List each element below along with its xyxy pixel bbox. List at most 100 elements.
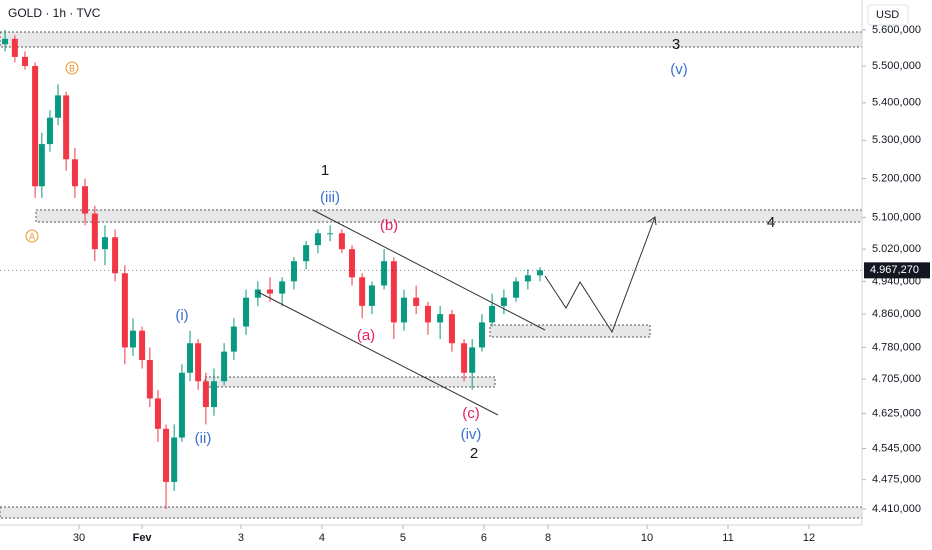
- y-tick-label: 4.860,000: [872, 308, 921, 320]
- candle-body: [469, 347, 476, 373]
- candle-body: [154, 398, 161, 429]
- y-tick-label: 4.780,000: [872, 341, 921, 353]
- candle-body: [63, 95, 70, 160]
- candle-body: [537, 270, 544, 276]
- last-price-tag: [864, 262, 930, 279]
- y-tick-label: 5.500,000: [872, 60, 921, 72]
- x-tick-label: 4: [319, 532, 325, 544]
- candle-body: [230, 326, 237, 352]
- zone: [489, 324, 651, 338]
- candle-body: [171, 437, 178, 482]
- candle-body: [478, 322, 485, 348]
- candle-body: [55, 95, 62, 118]
- x-tick-label: 30: [73, 532, 85, 544]
- candle-body: [195, 343, 202, 382]
- candle-body: [424, 305, 431, 323]
- candle-body: [500, 297, 507, 306]
- trendline: [312, 209, 546, 331]
- candle-body: [82, 186, 89, 214]
- candle-body: [146, 360, 153, 399]
- candle-body: [91, 213, 98, 250]
- candle-body: [390, 261, 397, 323]
- wave-circle: [65, 61, 79, 75]
- candle-body: [461, 343, 468, 373]
- wave-label: (v): [670, 61, 688, 78]
- candles: [2, 29, 544, 510]
- y-tick-label: 5.400,000: [872, 97, 921, 109]
- axes: 4.410,000 4.475,000 4.545,000 4.625,000 4.70…: [0, 24, 930, 544]
- drawings: [25, 61, 657, 416]
- zone: [0, 31, 863, 48]
- y-tick-label: 4.545,000: [872, 442, 921, 454]
- y-tick-label: 5.200,000: [872, 172, 921, 184]
- wave-label: (iii): [320, 189, 340, 206]
- candle-body: [2, 38, 9, 45]
- x-tick-label: 3: [238, 532, 244, 544]
- y-tick-label: 5.100,000: [872, 211, 921, 223]
- candle-body: [101, 237, 108, 250]
- candle-body: [513, 281, 520, 298]
- candle-body: [112, 237, 119, 274]
- candle-body: [524, 275, 531, 282]
- candle-body: [267, 289, 274, 294]
- wave-label: B: [69, 63, 75, 73]
- y-tick-label: 5.020,000: [872, 243, 921, 255]
- wave-label: (ii): [195, 430, 212, 447]
- wave-label: A: [29, 231, 35, 241]
- candle-body: [178, 372, 185, 438]
- candle-body: [489, 305, 496, 323]
- currency-box[interactable]: [867, 4, 909, 26]
- wave-label: 2: [470, 445, 478, 462]
- wave-label: 4: [767, 214, 775, 231]
- candle-body: [381, 261, 388, 286]
- wave-labels: 3 (v) 1 (iii) (b) 4 (a) (i) (ii) (c) (iv…: [29, 36, 775, 462]
- candle-body: [279, 281, 286, 294]
- x-tick-label: 12: [803, 532, 815, 544]
- candle-body: [349, 249, 356, 278]
- candle-body: [290, 261, 297, 282]
- arrow-head: [647, 216, 657, 226]
- candle-body: [32, 66, 39, 187]
- symbol-title: GOLD · 1h · TVC: [8, 6, 101, 20]
- trendline: [257, 291, 499, 416]
- candle-body: [187, 343, 194, 373]
- projection-path: [544, 216, 656, 334]
- candle-body: [38, 144, 45, 187]
- candle-body: [303, 245, 310, 262]
- wave-label: (a): [357, 327, 375, 344]
- candle-body: [448, 314, 455, 344]
- y-tick-label: 4.705,000: [872, 373, 921, 385]
- x-tick-label: 8: [545, 532, 551, 544]
- candle-body: [163, 428, 170, 482]
- candle-body: [46, 117, 53, 145]
- candle-body: [314, 233, 321, 246]
- candle-body: [129, 330, 136, 348]
- candle-body: [327, 233, 334, 235]
- wave-label: 1: [321, 162, 329, 179]
- wave-label: 3: [672, 36, 680, 53]
- zone: [204, 376, 496, 388]
- x-tick-label: 11: [722, 532, 733, 544]
- y-tick-label: 5.300,000: [872, 134, 921, 146]
- candle-body: [437, 314, 444, 323]
- y-tick-label: 4.410,000: [872, 503, 921, 515]
- candle-body: [413, 297, 420, 306]
- candle-body: [71, 159, 78, 187]
- candle-body: [368, 285, 375, 306]
- wave-circle: [25, 229, 39, 243]
- wave-label: (iv): [461, 426, 482, 443]
- candle-body: [121, 273, 128, 348]
- time-axis: [0, 525, 932, 550]
- candle-body: [221, 351, 228, 382]
- wave-label: (b): [380, 217, 398, 234]
- last-price-label: 4.967,270: [870, 264, 919, 276]
- zone: [0, 506, 863, 519]
- candle-body: [21, 56, 28, 67]
- currency[interactable]: USD: [876, 9, 899, 21]
- candle-body: [338, 233, 345, 250]
- y-tick-label: 4.475,000: [872, 474, 921, 486]
- zone: [35, 209, 863, 223]
- candle-body: [243, 297, 250, 327]
